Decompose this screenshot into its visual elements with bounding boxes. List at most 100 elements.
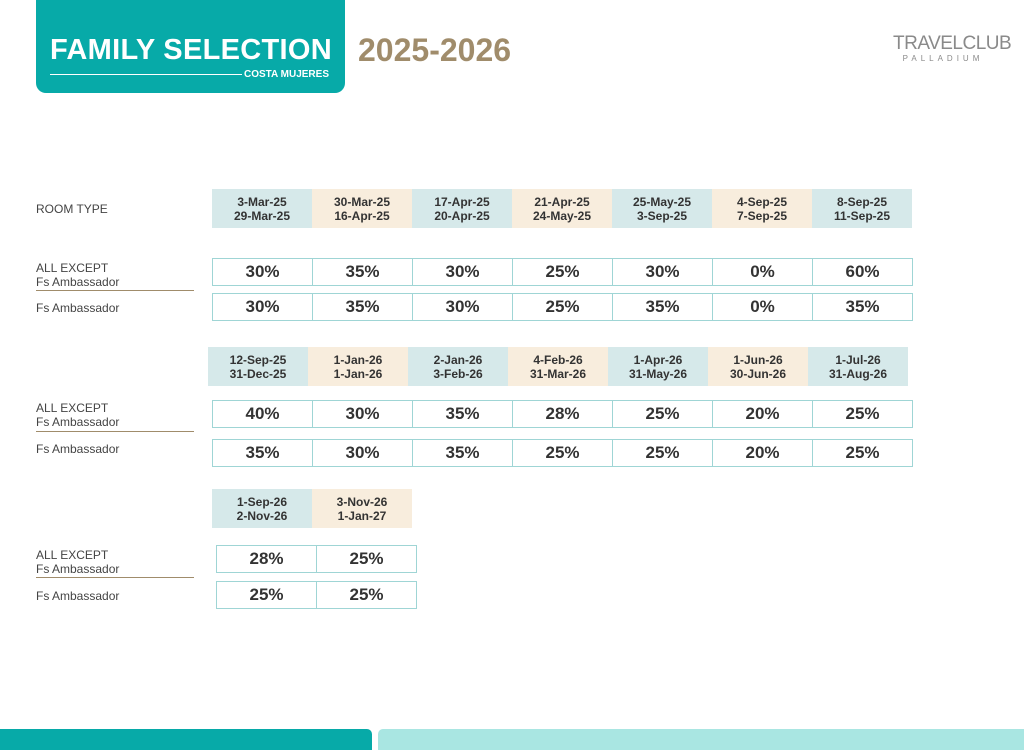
period-to: 7-Sep-25 [736,208,788,223]
period-to: 3-Feb-26 [433,366,483,381]
discount-cell: 30% [613,259,713,285]
period-header: 21-Apr-25 24-May-25 [512,189,612,228]
period-from: 4-Sep-25 [736,194,788,209]
discount-cell: 35% [413,440,513,466]
period-header: 12-Sep-25 31-Dec-25 [208,347,308,386]
period-header: 25-May-25 3-Sep-25 [612,189,712,228]
period-from: 2-Jan-26 [433,352,483,367]
period-header: 4-Feb-26 31-Mar-26 [508,347,608,386]
discount-cell: 25% [349,585,384,604]
all-except-label-line1: ALL EXCEPT [36,401,109,415]
room-type-label: ROOM TYPE [36,202,108,216]
period-from: 4-Feb-26 [533,352,583,367]
period-header: 2-Jan-26 3-Feb-26 [408,347,508,386]
logo-sub-text: PALLADIUM [902,54,984,63]
footer-bar-secondary [378,729,1024,750]
fs-ambassador-row: 30% 35% 30% 25% 35% 0% 35% [212,293,913,321]
all-except-label-line2: Fs Ambassador [36,562,120,576]
period-to: 1-Jan-27 [337,508,387,523]
discount-cell: 30% [413,294,513,320]
discount-cell: 35% [613,294,713,320]
season-year: 2025-2026 [358,32,512,68]
period-to: 31-Mar-26 [529,366,587,381]
discount-cell: 25% [217,582,317,608]
period-to: 31-Dec-25 [229,366,287,381]
logo-main-text: TRAVELCLUB [893,33,1012,54]
period-to: 30-Jun-26 [729,366,787,381]
period-header-row: 1-Sep-26 2-Nov-26 3-Nov-26 1-Jan-27 [212,489,412,528]
fs-ambassador-label: Fs Ambassador [36,442,120,456]
period-to: 20-Apr-25 [434,208,490,223]
title-underline [50,74,242,75]
all-except-label-line2: Fs Ambassador [36,275,120,289]
fs-ambassador-row: 25% 25% [216,581,417,609]
period-header: 1-Sep-26 2-Nov-26 [212,489,312,528]
period-from: 1-Jun-26 [733,352,783,367]
discount-cell: 30% [213,294,313,320]
discount-cell: 30% [413,259,513,285]
discount-cell: 30% [313,440,413,466]
discount-cell: 35% [213,440,313,466]
period-to: 31-Aug-26 [828,366,887,381]
discount-cell: 28% [217,546,317,572]
discount-cell: 35% [313,259,413,285]
period-header: 17-Apr-25 20-Apr-25 [412,189,512,228]
period-from: 1-Sep-26 [236,494,288,509]
discount-cell: 0% [713,259,813,285]
period-header: 3-Nov-26 1-Jan-27 [312,489,412,528]
resort-name: COSTA MUJERES [243,69,329,80]
discount-cell: 60% [845,262,880,281]
period-from: 17-Apr-25 [434,194,490,209]
fs-ambassador-label: Fs Ambassador [36,589,120,603]
all-except-label: ALL EXCEPT Fs Ambassador [36,261,119,289]
period-header: 4-Sep-25 7-Sep-25 [712,189,812,228]
discount-cell: 20% [713,401,813,427]
fs-ambassador-label: Fs Ambassador [36,301,120,315]
period-header: 1-Jul-26 31-Aug-26 [808,347,908,386]
discount-cell: 30% [313,401,413,427]
period-from: 30-Mar-25 [333,194,391,209]
discount-cell: 25% [613,401,713,427]
period-to: 24-May-25 [532,208,592,223]
all-except-label-line1: ALL EXCEPT [36,548,109,562]
label-divider [36,431,194,432]
period-to: 31-May-26 [628,366,688,381]
discount-cell: 30% [213,259,313,285]
period-from: 12-Sep-25 [229,352,287,367]
discount-cell: 25% [513,259,613,285]
discount-cell: 25% [845,443,880,462]
discount-cell: 25% [513,294,613,320]
label-divider [36,577,194,578]
discount-cell: 35% [313,294,413,320]
period-to: 1-Jan-26 [333,366,383,381]
period-from: 1-Apr-26 [633,352,683,367]
all-except-label-line2: Fs Ambassador [36,415,120,429]
discount-cell: 28% [513,401,613,427]
period-to: 11-Sep-25 [833,208,891,223]
discount-cell: 25% [845,404,880,423]
period-to: 29-Mar-25 [233,208,291,223]
period-to: 16-Apr-25 [334,208,390,223]
period-from: 8-Sep-25 [836,194,888,209]
period-header: 8-Sep-25 11-Sep-25 [812,189,912,228]
period-to: 3-Sep-25 [636,208,688,223]
all-except-label: ALL EXCEPT Fs Ambassador [36,401,119,429]
period-from: 3-Mar-25 [237,194,287,209]
period-header: 1-Jan-26 1-Jan-26 [308,347,408,386]
period-header-row: 3-Mar-25 29-Mar-25 30-Mar-25 16-Apr-25 17-… [212,189,912,228]
all-except-label-line1: ALL EXCEPT [36,261,109,275]
all-except-row: 30% 35% 30% 25% 30% 0% 60% [212,258,913,286]
period-header: 1-Apr-26 31-May-26 [608,347,708,386]
discount-cell: 25% [513,440,613,466]
all-except-row: 40% 30% 35% 28% 25% 20% 25% [212,400,913,428]
all-except-label: ALL EXCEPT Fs Ambassador [36,548,119,576]
period-from: 1-Jul-26 [835,352,881,367]
discount-cell: 25% [613,440,713,466]
period-from: 1-Jan-26 [333,352,383,367]
period-from: 25-May-25 [632,194,692,209]
page-title: FAMILY SELECTION [50,34,332,66]
label-divider [36,290,194,291]
discount-cell: 0% [713,294,813,320]
discount-cell: 25% [349,549,384,568]
period-header-row: 12-Sep-25 31-Dec-25 1-Jan-26 1-Jan-26 2-Ja… [208,347,908,386]
